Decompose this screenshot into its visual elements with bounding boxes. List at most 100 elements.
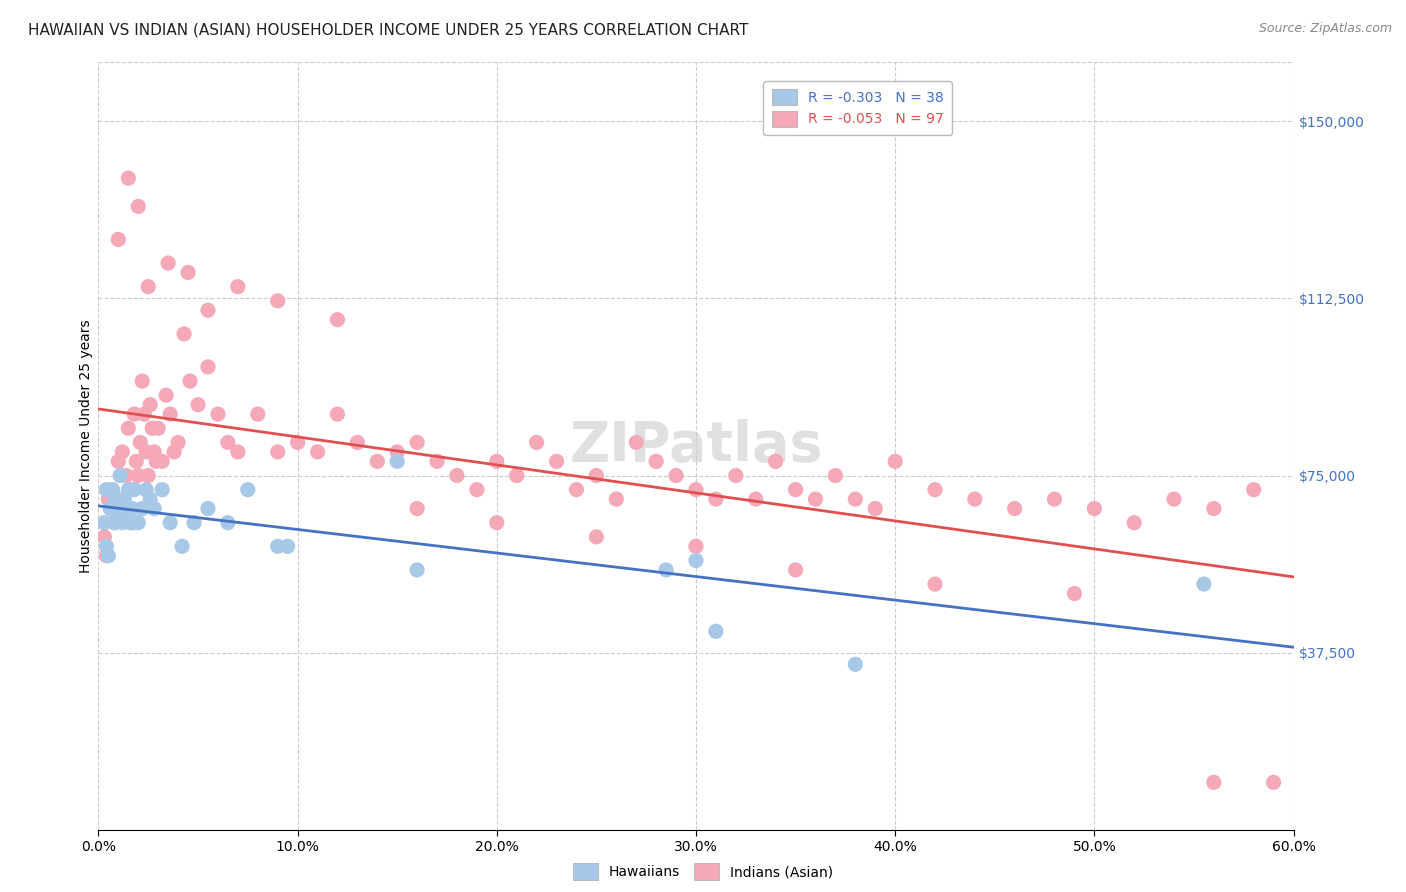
Point <box>105 492 128 507</box>
Point <box>150 454 173 468</box>
Point <box>1004 501 1026 516</box>
Point <box>115 468 138 483</box>
Point <box>139 398 162 412</box>
Point <box>1043 492 1066 507</box>
Point <box>307 445 329 459</box>
Point <box>785 563 807 577</box>
Point <box>167 435 190 450</box>
Point <box>131 374 153 388</box>
Point <box>107 454 129 468</box>
Point <box>406 501 429 516</box>
Point <box>485 516 508 530</box>
Point <box>346 435 368 450</box>
Point <box>1263 775 1285 789</box>
Legend: Hawaiians, Indians (Asian): Hawaiians, Indians (Asian) <box>567 858 839 885</box>
Point <box>506 468 529 483</box>
Point <box>665 468 688 483</box>
Point <box>565 483 588 497</box>
Point <box>1063 586 1085 600</box>
Point <box>135 483 157 497</box>
Point <box>704 492 727 507</box>
Point <box>406 563 429 577</box>
Point <box>159 407 181 421</box>
Point <box>120 483 142 497</box>
Point <box>865 501 887 516</box>
Point <box>129 435 152 450</box>
Point <box>124 483 146 497</box>
Point <box>366 454 388 468</box>
Y-axis label: Householder Income Under 25 years: Householder Income Under 25 years <box>79 319 93 573</box>
Point <box>93 516 115 530</box>
Point <box>804 492 827 507</box>
Point <box>101 483 124 497</box>
Point <box>546 454 568 468</box>
Point <box>385 445 409 459</box>
Point <box>745 492 768 507</box>
Point <box>924 483 946 497</box>
Point <box>117 483 139 497</box>
Point <box>157 256 180 270</box>
Point <box>217 435 239 450</box>
Point <box>101 483 124 497</box>
Point <box>115 501 138 516</box>
Point <box>150 483 173 497</box>
Point <box>277 539 299 553</box>
Point <box>110 468 132 483</box>
Point <box>134 407 156 421</box>
Point <box>526 435 548 450</box>
Point <box>585 530 607 544</box>
Point <box>884 454 907 468</box>
Point <box>963 492 986 507</box>
Point <box>93 530 115 544</box>
Point <box>197 501 219 516</box>
Point <box>143 445 166 459</box>
Point <box>765 454 787 468</box>
Point <box>173 326 195 341</box>
Point <box>112 501 135 516</box>
Point <box>112 492 135 507</box>
Point <box>159 516 181 530</box>
Point <box>183 516 205 530</box>
Point <box>98 501 122 516</box>
Point <box>131 501 153 516</box>
Point <box>135 445 157 459</box>
Point <box>1083 501 1105 516</box>
Point <box>136 468 159 483</box>
Point <box>267 445 290 459</box>
Point <box>124 407 146 421</box>
Point <box>406 435 429 450</box>
Point <box>426 454 449 468</box>
Point <box>172 539 194 553</box>
Point <box>685 553 707 567</box>
Point <box>785 483 807 497</box>
Point <box>844 657 866 672</box>
Point <box>1192 577 1215 591</box>
Point <box>385 454 409 468</box>
Point <box>626 435 648 450</box>
Point <box>145 454 167 468</box>
Point <box>197 303 219 318</box>
Point <box>155 388 177 402</box>
Point <box>226 279 249 293</box>
Point <box>924 577 946 591</box>
Point <box>187 398 209 412</box>
Point <box>96 549 118 563</box>
Point <box>97 492 120 507</box>
Point <box>1202 501 1225 516</box>
Point <box>1243 483 1265 497</box>
Text: Source: ZipAtlas.com: Source: ZipAtlas.com <box>1258 22 1392 36</box>
Point <box>98 501 122 516</box>
Point <box>446 468 468 483</box>
Point <box>585 468 607 483</box>
Point <box>163 445 186 459</box>
Text: HAWAIIAN VS INDIAN (ASIAN) HOUSEHOLDER INCOME UNDER 25 YEARS CORRELATION CHART: HAWAIIAN VS INDIAN (ASIAN) HOUSEHOLDER I… <box>28 22 748 37</box>
Point <box>605 492 627 507</box>
Point <box>1163 492 1185 507</box>
Point <box>217 516 239 530</box>
Point <box>107 232 129 246</box>
Point <box>136 279 159 293</box>
Point <box>105 492 128 507</box>
Point <box>1123 516 1146 530</box>
Point <box>96 539 118 553</box>
Point <box>125 454 148 468</box>
